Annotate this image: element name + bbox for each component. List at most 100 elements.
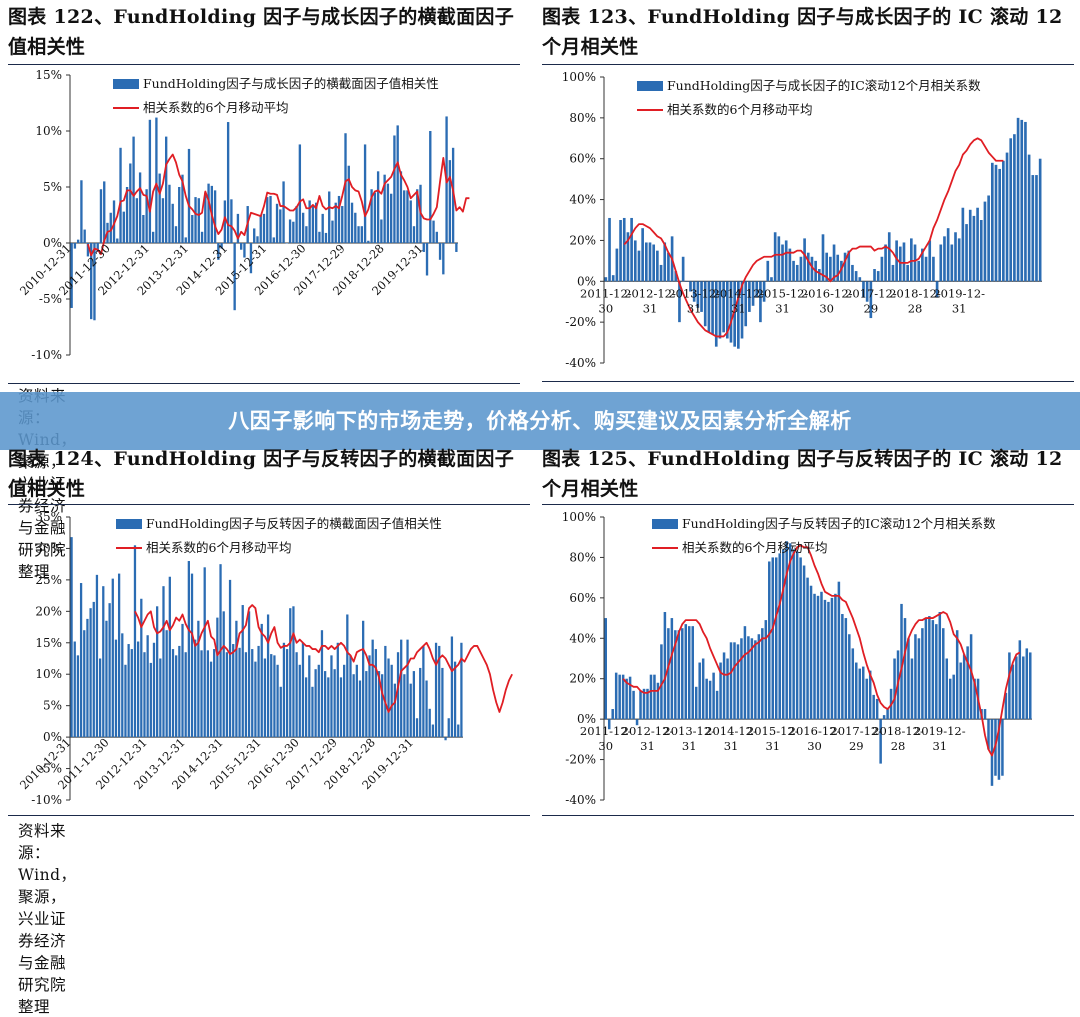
bar [847, 250, 851, 282]
x-tick-label: 2019-12- [914, 724, 966, 738]
x-tick-label: 30 [599, 301, 614, 315]
bar [777, 236, 781, 282]
legend-label: FundHolding因子与反转因子的横截面因子值相关性 [146, 516, 442, 531]
bar [754, 640, 757, 720]
bar [442, 243, 445, 275]
x-tick-label: 30 [819, 301, 834, 315]
legend-label: FundHolding因子与成长因子的IC滚动12个月相关系数 [667, 78, 981, 93]
bar [327, 677, 330, 738]
bar [1011, 664, 1015, 720]
bar [1015, 656, 1018, 720]
bar [957, 238, 961, 282]
bar [674, 630, 677, 720]
y-tick-label: 10% [35, 124, 62, 138]
bar [412, 671, 416, 738]
bar [114, 639, 118, 738]
bar [406, 190, 409, 243]
bar [121, 633, 124, 738]
bar-line-chart: 35%30%25%20%15%10%5%0%-5%-10%2010-12-312… [17, 510, 513, 807]
bar [416, 189, 419, 243]
y-tick-label: 35% [35, 510, 62, 524]
bar [879, 719, 882, 764]
bar [370, 189, 373, 243]
bar [197, 620, 200, 738]
bar [983, 709, 987, 720]
bar [403, 190, 406, 243]
bar [269, 195, 272, 243]
x-tick-label: 30 [807, 739, 822, 753]
bar [301, 642, 305, 738]
bar [197, 198, 200, 243]
bar [285, 243, 288, 244]
bar [910, 238, 913, 282]
bar [942, 628, 945, 720]
bar [645, 242, 648, 282]
bar-line-chart: 100%80%60%40%20%0%-20%-40%2011-12-302012… [562, 70, 1042, 370]
bar [171, 649, 175, 738]
bar [630, 217, 633, 282]
bar [347, 165, 350, 243]
bar [70, 537, 73, 738]
x-tick-label: 28 [891, 739, 906, 753]
bar [428, 708, 431, 738]
bar [604, 277, 608, 282]
bar [285, 649, 289, 738]
bar [336, 642, 339, 738]
bar [357, 226, 360, 243]
bar [809, 585, 813, 720]
bar [667, 252, 670, 282]
bar [161, 198, 165, 243]
bar [614, 672, 618, 720]
bar [1038, 158, 1042, 282]
chart-frame: 100% 80% 60% 40% 20% 0% -20% -40% 2011-12- 30 2012… [542, 64, 1074, 382]
bar [907, 638, 910, 720]
bar [865, 281, 869, 302]
bar [89, 608, 92, 738]
bar [93, 243, 96, 321]
y-tick-label: 80% [569, 111, 596, 125]
bar [337, 195, 341, 243]
bar [80, 180, 83, 243]
bar [1022, 656, 1025, 720]
bar [367, 240, 370, 243]
bar [190, 573, 194, 738]
bar [217, 243, 220, 260]
bar [921, 248, 924, 282]
bar [757, 634, 761, 720]
bar [895, 240, 898, 282]
bar [125, 187, 129, 243]
legend-bar-swatch [652, 519, 678, 529]
bar [438, 243, 442, 260]
bar [331, 220, 334, 243]
bar [832, 244, 836, 282]
bar [441, 667, 444, 738]
bar [795, 551, 799, 720]
bar [987, 719, 990, 750]
bar [858, 668, 862, 720]
bar [770, 277, 773, 282]
bar [902, 242, 906, 282]
bar [816, 595, 820, 720]
bar [667, 628, 670, 720]
bar [425, 680, 428, 738]
bar [785, 541, 788, 720]
bar [973, 678, 976, 720]
bar [448, 160, 452, 243]
bar [389, 193, 393, 243]
bar [990, 719, 994, 786]
bar [251, 649, 254, 738]
bar [434, 642, 438, 738]
bar [149, 662, 152, 738]
bar [243, 243, 246, 258]
y-tick-label: 15% [35, 636, 62, 650]
bar [837, 581, 841, 720]
bar [744, 281, 748, 327]
chart-frame: 100% 80% 60% 40% 20% 0% -20% -40% 2011-12- 30 2012… [542, 504, 1074, 816]
y-tick-label: 15% [35, 68, 62, 82]
bar [133, 545, 137, 738]
bar [891, 264, 895, 282]
x-tick-label: 2015-12- [757, 286, 809, 300]
bar [119, 147, 122, 243]
bar [621, 674, 625, 720]
bar [191, 215, 194, 243]
